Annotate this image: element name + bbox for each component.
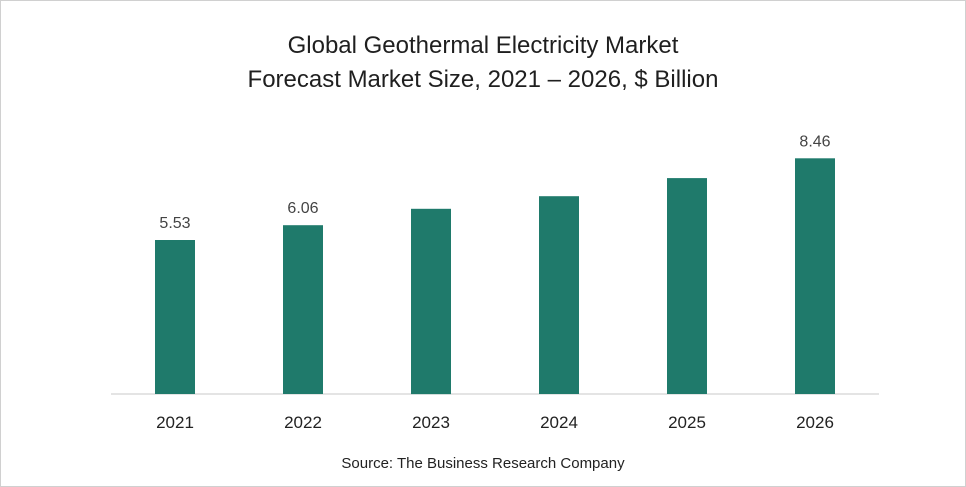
data-label-2021: 5.53 [159, 215, 190, 232]
x-tick-label-2026: 2026 [796, 413, 834, 432]
bar-2021 [155, 240, 195, 394]
bar-2024 [539, 196, 579, 394]
x-tick-label-2021: 2021 [156, 413, 194, 432]
x-tick-label-2025: 2025 [668, 413, 706, 432]
data-label-2026: 8.46 [799, 133, 830, 150]
bar-2025 [667, 178, 707, 394]
bar-2026 [795, 158, 835, 394]
source-note: Source: The Business Research Company [341, 455, 625, 472]
bar-2022 [283, 225, 323, 394]
chart-title-line-1: Global Geothermal Electricity Market [287, 32, 679, 59]
data-label-2022: 6.06 [287, 200, 318, 217]
x-tick-label-2023: 2023 [412, 413, 450, 432]
chart-title: Global Geothermal Electricity Market For… [1, 29, 965, 97]
chart-title-line-2: Forecast Market Size, 2021 – 2026, $ Bil… [247, 66, 719, 93]
x-tick-label-2022: 2022 [284, 413, 322, 432]
x-tick-label-2024: 2024 [540, 413, 578, 432]
bar-2023 [411, 208, 451, 395]
